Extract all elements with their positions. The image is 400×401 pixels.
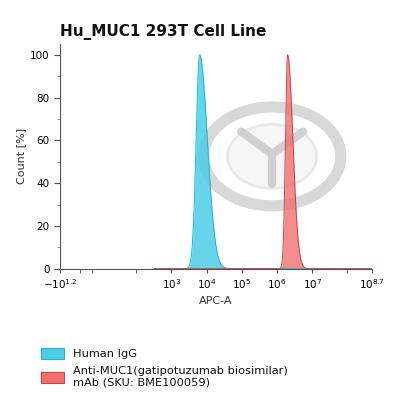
Circle shape <box>228 124 317 188</box>
Legend: Human IgG, Anti-MUC1(gatipotuzumab biosimilar)
mAb (SKU: BME100059): Human IgG, Anti-MUC1(gatipotuzumab biosi… <box>38 345 291 391</box>
Y-axis label: Count [%]: Count [%] <box>16 128 26 184</box>
Text: Hu_MUC1 293T Cell Line: Hu_MUC1 293T Cell Line <box>60 24 266 40</box>
X-axis label: APC-A: APC-A <box>199 296 233 306</box>
